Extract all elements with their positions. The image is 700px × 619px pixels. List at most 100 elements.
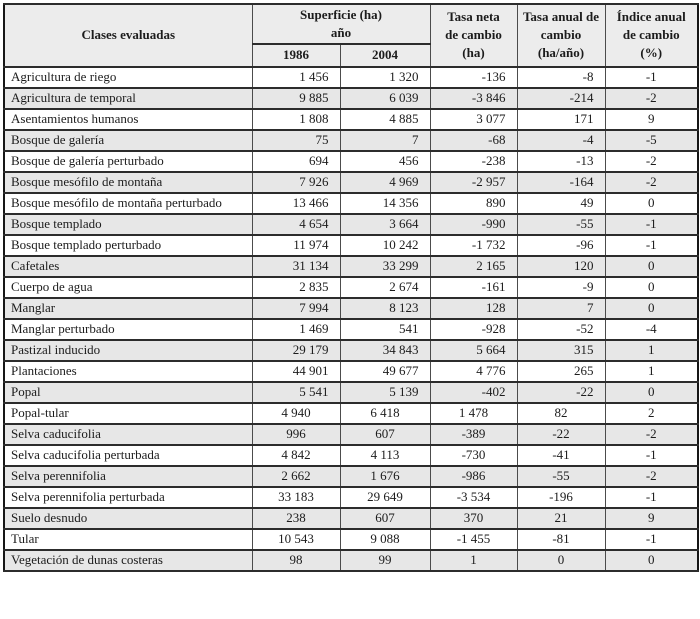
cell-tasa-anual: -55 (516, 212, 606, 236)
cell-indice-anual: -1 (604, 443, 699, 467)
cell-tasa-anual: -13 (516, 149, 606, 173)
table-row: Bosque mesófilo de montaña 7 926 4 969 -2 9… (3, 170, 699, 194)
cell-tasa-anual: 49 (516, 191, 606, 215)
header-indice-anual-de-cambio: Índice anual de cambio (%) (604, 3, 699, 68)
cell-indice-anual: -2 (604, 86, 699, 110)
table-row: Agricultura de temporal 9 885 6 039 -3 846-… (3, 86, 699, 110)
cell-clase: Selva perennifolia (3, 464, 253, 488)
header-tasa-neta-de-cambio: Tasa neta de cambio (ha) (429, 3, 518, 68)
header-clases-evaluadas: Clases evaluadas (3, 3, 253, 68)
table-header: Clases evaluadas Superficie (ha) año Tas… (3, 2, 699, 68)
cell-superficie-2004: 8 123 (339, 296, 431, 320)
table-row: Tular 10 543 9 088 -1 455 -81 -1 (3, 527, 699, 551)
cell-indice-anual: -4 (604, 317, 699, 341)
cell-tasa-neta: 5 664 (429, 338, 518, 362)
cell-superficie-2004: 4 969 (339, 170, 431, 194)
cell-tasa-neta: -68 (429, 128, 518, 152)
cell-superficie-1986: 33 183 (251, 485, 341, 509)
cell-tasa-neta: -161 (429, 275, 518, 299)
cell-superficie-1986: 4 654 (251, 212, 341, 236)
table-row: Bosque mesófilo de montaña perturbado 13 … (3, 191, 699, 215)
header-year-2004: 2004 (339, 43, 431, 68)
cell-superficie-2004: 9 088 (339, 527, 431, 551)
table-row: Popal 5 541 5 139 -402 -22 0 (3, 380, 699, 404)
cell-tasa-neta: 2 165 (429, 254, 518, 278)
cell-superficie-2004: 7 (339, 128, 431, 152)
cell-indice-anual: 0 (604, 275, 699, 299)
cell-superficie-1986: 9 885 (251, 86, 341, 110)
cell-superficie-1986: 10 543 (251, 527, 341, 551)
table-row: Bosque de galería perturbado 694 456 -238 -1… (3, 149, 699, 173)
cell-superficie-2004: 99 (339, 548, 431, 572)
cell-indice-anual: 9 (604, 107, 699, 131)
cell-clase: Cuerpo de agua (3, 275, 253, 299)
cell-clase: Vegetación de dunas costeras (3, 548, 253, 572)
cell-tasa-anual: 120 (516, 254, 606, 278)
cell-indice-anual: 0 (604, 548, 699, 572)
cell-clase: Selva caducifolia (3, 422, 253, 446)
cell-superficie-2004: 6 039 (339, 86, 431, 110)
cell-tasa-neta: 3 077 (429, 107, 518, 131)
cell-tasa-anual: -52 (516, 317, 606, 341)
cell-clase: Manglar (3, 296, 253, 320)
cell-superficie-2004: 49 677 (339, 359, 431, 383)
table-row: Suelo desnudo 238 607 370 21 9 (3, 506, 699, 530)
cell-tasa-neta: -3 846 (429, 86, 518, 110)
table-row: Selva caducifolia perturbada 4 842 4 113 -7… (3, 443, 699, 467)
cell-indice-anual: 2 (604, 401, 699, 425)
cell-tasa-neta: -730 (429, 443, 518, 467)
cell-tasa-anual: -8 (516, 65, 606, 89)
cell-tasa-anual: -196 (516, 485, 606, 509)
cell-indice-anual: 0 (604, 254, 699, 278)
cell-indice-anual: 0 (604, 380, 699, 404)
cell-superficie-2004: 4 113 (339, 443, 431, 467)
cell-indice-anual: -2 (604, 170, 699, 194)
cell-superficie-1986: 238 (251, 506, 341, 530)
cell-superficie-1986: 4 842 (251, 443, 341, 467)
cell-tasa-neta: -928 (429, 317, 518, 341)
cell-superficie-1986: 98 (251, 548, 341, 572)
cell-superficie-1986: 75 (251, 128, 341, 152)
cell-clase: Selva caducifolia perturbada (3, 443, 253, 467)
header-superficie-ha-ano: Superficie (ha) año (251, 2, 431, 46)
table-row: Selva perennifolia 2 662 1 676 -986 -55 -2 (3, 464, 699, 488)
cell-clase: Bosque de galería (3, 128, 253, 152)
cell-indice-anual: -1 (604, 485, 699, 509)
cell-clase: Tular (3, 527, 253, 551)
land-cover-change-table: Clases evaluadas Superficie (ha) año Tas… (3, 2, 699, 572)
cell-clase: Popal (3, 380, 253, 404)
cell-superficie-1986: 2 662 (251, 464, 341, 488)
cell-superficie-2004: 33 299 (339, 254, 431, 278)
table-row: Asentamientos humanos 1 808 4 885 3 077 171 9 (3, 107, 699, 131)
cell-tasa-anual: -4 (516, 128, 606, 152)
header-row-top: Clases evaluadas Superficie (ha) año Tas… (3, 2, 699, 68)
cell-clase: Suelo desnudo (3, 506, 253, 530)
table-row: Pastizal inducido 29 179 34 843 5 664 315 1 (3, 338, 699, 362)
cell-tasa-anual: -9 (516, 275, 606, 299)
cell-indice-anual: 0 (604, 296, 699, 320)
cell-indice-anual: -2 (604, 149, 699, 173)
cell-tasa-neta: 890 (429, 191, 518, 215)
cell-superficie-2004: 14 356 (339, 191, 431, 215)
cell-tasa-neta: 4 776 (429, 359, 518, 383)
cell-tasa-neta: -402 (429, 380, 518, 404)
cell-superficie-1986: 1 456 (251, 65, 341, 89)
cell-tasa-anual: -164 (516, 170, 606, 194)
cell-indice-anual: 1 (604, 338, 699, 362)
table-row: Popal-tular 4 940 6 418 1 478 82 2 (3, 401, 699, 425)
table-row: Bosque templado 4 654 3 664 -990 -55 -1 (3, 212, 699, 236)
cell-indice-anual: -5 (604, 128, 699, 152)
cell-tasa-neta: 1 (429, 548, 518, 572)
cell-superficie-1986: 5 541 (251, 380, 341, 404)
cell-indice-anual: 1 (604, 359, 699, 383)
cell-indice-anual: -1 (604, 65, 699, 89)
cell-clase: Cafetales (3, 254, 253, 278)
cell-indice-anual: -1 (604, 212, 699, 236)
cell-indice-anual: -1 (604, 233, 699, 257)
cell-superficie-1986: 13 466 (251, 191, 341, 215)
cell-tasa-anual: -55 (516, 464, 606, 488)
cell-tasa-neta: -986 (429, 464, 518, 488)
cell-superficie-1986: 2 835 (251, 275, 341, 299)
cell-clase: Bosque mesófilo de montaña perturbado (3, 191, 253, 215)
cell-superficie-1986: 29 179 (251, 338, 341, 362)
